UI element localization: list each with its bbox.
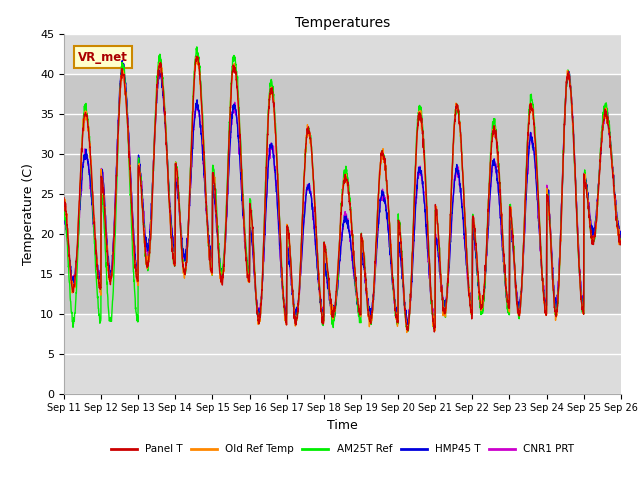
Y-axis label: Temperature (C): Temperature (C): [22, 163, 35, 264]
Title: Temperatures: Temperatures: [295, 16, 390, 30]
Text: VR_met: VR_met: [78, 50, 128, 63]
Legend: Panel T, Old Ref Temp, AM25T Ref, HMP45 T, CNR1 PRT: Panel T, Old Ref Temp, AM25T Ref, HMP45 …: [106, 440, 579, 458]
Bar: [64, 73, 621, 313]
X-axis label: Time: Time: [327, 419, 358, 432]
